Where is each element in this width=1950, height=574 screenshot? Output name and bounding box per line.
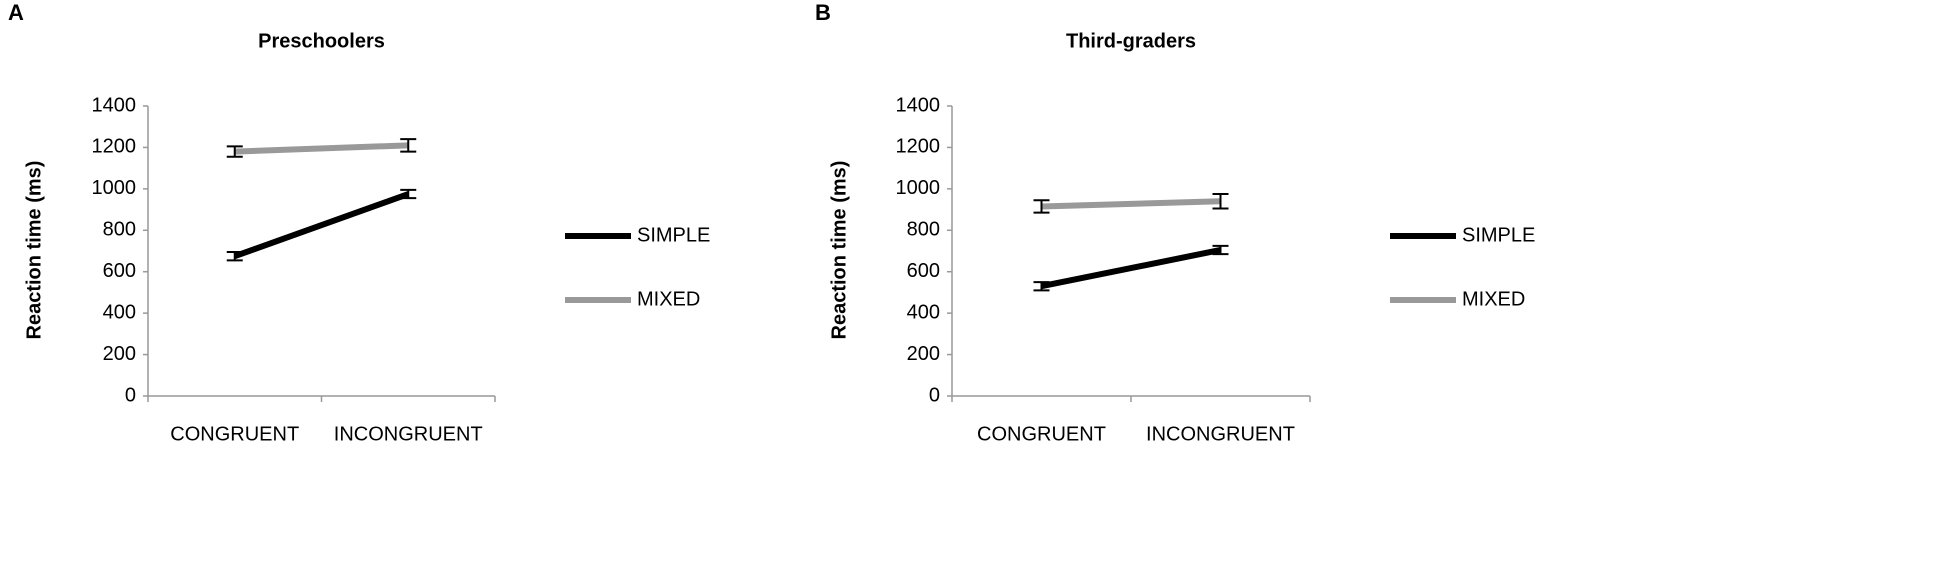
- y-tick-label: 400: [103, 301, 136, 323]
- y-axis-label: Reaction time (ms): [828, 161, 850, 340]
- chart-title: Third-graders: [1066, 30, 1196, 52]
- error-bar: [1212, 244, 1229, 256]
- panel-label: B: [815, 0, 831, 25]
- y-tick-label: 0: [125, 384, 136, 406]
- y-tick-label: 200: [103, 343, 136, 365]
- series-line: [234, 142, 409, 155]
- y-tick-label: 600: [907, 260, 940, 282]
- x-tick-label: CONGRUENT: [977, 423, 1106, 445]
- y-tick-label: 800: [907, 219, 940, 241]
- error-bar: [400, 138, 417, 153]
- y-tick-label: 1000: [92, 177, 137, 199]
- error-bar: [400, 188, 417, 200]
- y-tick-label: 400: [907, 301, 940, 323]
- y-tick-label: 1000: [896, 177, 941, 199]
- y-tick-label: 1200: [92, 136, 137, 158]
- panel-label: A: [8, 0, 24, 25]
- chart-title: Preschoolers: [258, 30, 385, 52]
- y-tick-label: 600: [103, 260, 136, 282]
- legend-label: SIMPLE: [1462, 224, 1535, 246]
- y-tick-label: 800: [103, 219, 136, 241]
- error-bar: [1033, 281, 1050, 292]
- y-tick-label: 1200: [896, 136, 941, 158]
- error-bar: [1033, 199, 1050, 214]
- error-bar: [226, 251, 243, 262]
- error-bar: [1212, 193, 1229, 210]
- legend-label: MIXED: [637, 288, 700, 310]
- legend-label: SIMPLE: [637, 224, 710, 246]
- series-line: [1041, 198, 1221, 210]
- x-tick-label: INCONGRUENT: [334, 423, 483, 445]
- y-tick-label: 200: [907, 343, 940, 365]
- legend-label: MIXED: [1462, 288, 1525, 310]
- series-line: [233, 191, 410, 260]
- x-tick-label: INCONGRUENT: [1146, 423, 1295, 445]
- y-tick-label: 1400: [896, 94, 941, 116]
- y-axis-label: Reaction time (ms): [23, 161, 45, 340]
- y-tick-label: 1400: [92, 94, 137, 116]
- series-line: [1040, 247, 1222, 290]
- x-tick-label: CONGRUENT: [170, 423, 299, 445]
- y-tick-label: 0: [929, 384, 940, 406]
- error-bar: [226, 145, 243, 158]
